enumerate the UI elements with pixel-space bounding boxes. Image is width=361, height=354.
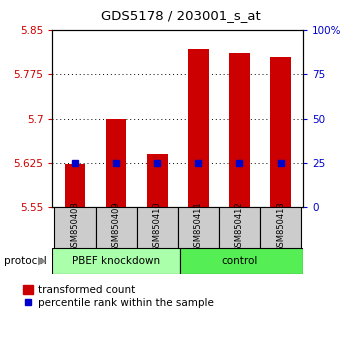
Bar <box>137 207 178 248</box>
Text: GSM850413: GSM850413 <box>276 201 285 252</box>
Bar <box>180 248 303 274</box>
Text: PBEF knockdown: PBEF knockdown <box>72 256 160 266</box>
Bar <box>229 52 250 207</box>
Bar <box>52 248 180 274</box>
Text: GSM850409: GSM850409 <box>112 201 121 252</box>
Bar <box>106 119 126 207</box>
Text: GSM850408: GSM850408 <box>70 201 79 252</box>
Text: ▶: ▶ <box>38 256 47 266</box>
Text: GDS5178 / 203001_s_at: GDS5178 / 203001_s_at <box>101 9 260 22</box>
Text: GSM850411: GSM850411 <box>194 201 203 252</box>
Bar <box>260 207 301 248</box>
Bar <box>188 49 209 207</box>
Bar <box>55 207 96 248</box>
Bar <box>65 164 85 207</box>
Bar <box>219 207 260 248</box>
Text: control: control <box>221 256 258 266</box>
Bar <box>270 57 291 207</box>
Legend: transformed count, percentile rank within the sample: transformed count, percentile rank withi… <box>23 285 214 308</box>
Bar <box>96 207 137 248</box>
Bar <box>147 154 168 207</box>
Text: protocol: protocol <box>4 256 46 266</box>
Text: GSM850412: GSM850412 <box>235 201 244 252</box>
Text: GSM850410: GSM850410 <box>153 201 162 252</box>
Bar <box>178 207 219 248</box>
